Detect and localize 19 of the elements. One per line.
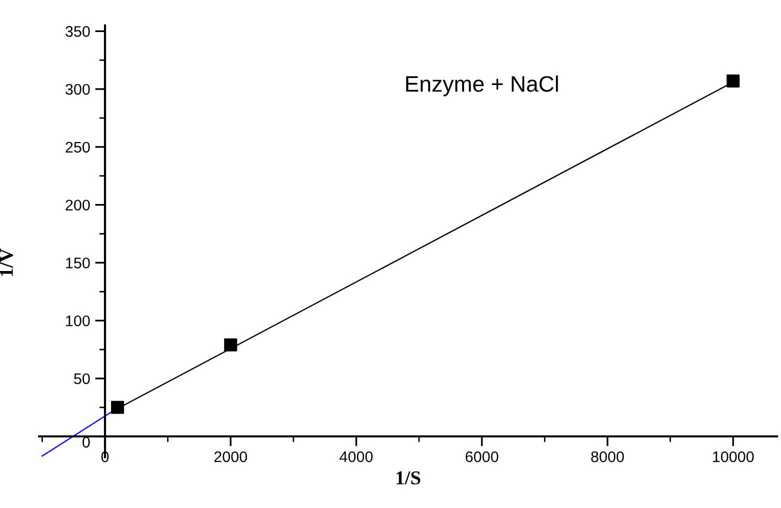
- point: [224, 338, 238, 352]
- x-tick-label: 6000: [466, 451, 498, 462]
- point: [111, 400, 124, 414]
- y-tick-label: 50: [74, 373, 90, 384]
- y-tick-label: 250: [66, 142, 90, 153]
- point: [726, 74, 740, 88]
- y-tick-label: 150: [66, 258, 90, 268]
- x-tick-label: 10000: [713, 451, 754, 462]
- annotation: Enzyme + NaCl: [406, 75, 558, 96]
- x-tick-label: 4000: [340, 451, 373, 462]
- y-tick-label: 0: [82, 436, 90, 448]
- x-tick-label: 2000: [214, 451, 248, 462]
- y-axis-title: 1/V: [0, 248, 14, 276]
- x-axis-title: 1/S: [396, 471, 420, 484]
- y-tick-label: 350: [66, 26, 90, 37]
- y-tick-label: 100: [66, 315, 90, 326]
- y-tick-label: 300: [66, 84, 90, 95]
- x-tick-label: 8000: [591, 451, 624, 462]
- y-tick-label: 200: [66, 200, 90, 211]
